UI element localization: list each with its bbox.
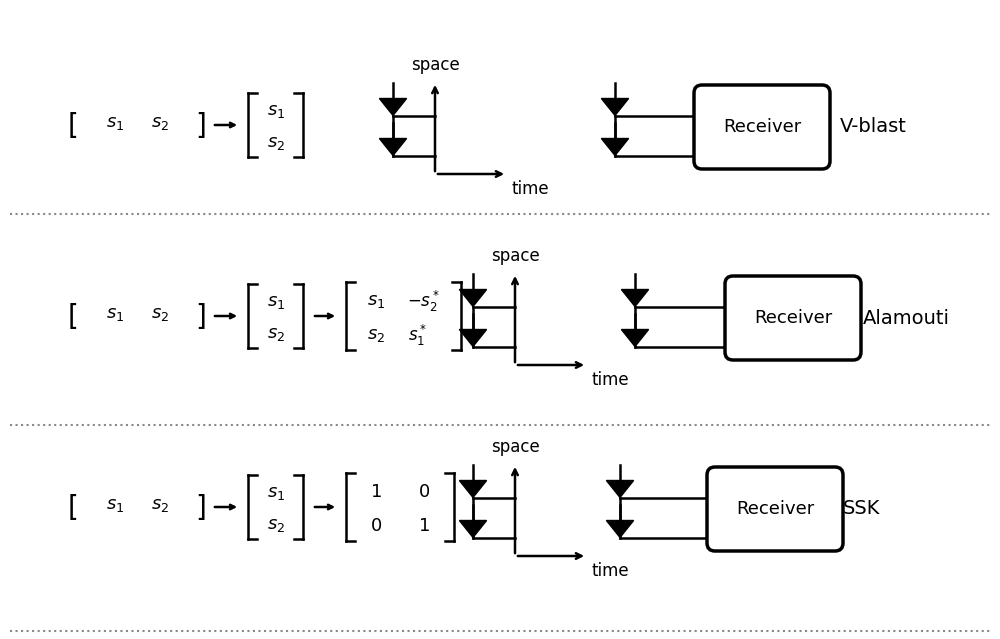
Text: Receiver: Receiver: [736, 500, 814, 518]
Text: $[$: $[$: [67, 110, 77, 140]
Text: $s_1$: $s_1$: [367, 292, 385, 310]
Polygon shape: [601, 98, 629, 116]
Polygon shape: [606, 521, 634, 537]
Text: $]$: $]$: [195, 301, 205, 331]
Text: $s_2$: $s_2$: [267, 516, 285, 534]
Text: space: space: [491, 247, 539, 265]
Text: Receiver: Receiver: [723, 118, 801, 136]
Text: $s_2$: $s_2$: [151, 496, 169, 514]
Text: $s_1$: $s_1$: [106, 496, 124, 514]
Polygon shape: [379, 98, 407, 116]
Text: $s_2$: $s_2$: [151, 305, 169, 323]
Polygon shape: [459, 289, 487, 307]
Text: time: time: [592, 562, 630, 580]
Polygon shape: [459, 481, 487, 498]
Text: $s_1$: $s_1$: [267, 102, 285, 120]
Text: V-blast: V-blast: [840, 118, 907, 137]
Text: $1$: $1$: [418, 517, 430, 535]
Text: Alamouti: Alamouti: [863, 309, 950, 328]
Text: time: time: [592, 371, 630, 389]
FancyBboxPatch shape: [725, 276, 861, 360]
Polygon shape: [621, 330, 649, 346]
Text: $s_2$: $s_2$: [367, 326, 385, 344]
Text: $[$: $[$: [67, 492, 77, 522]
Polygon shape: [606, 481, 634, 498]
FancyBboxPatch shape: [707, 467, 843, 551]
Text: $s_1$: $s_1$: [106, 305, 124, 323]
Text: $s_2$: $s_2$: [267, 325, 285, 343]
Text: $s_1$: $s_1$: [267, 293, 285, 311]
Text: $s_2$: $s_2$: [267, 134, 285, 152]
Text: space: space: [411, 56, 459, 74]
Text: $1$: $1$: [370, 483, 382, 501]
Polygon shape: [601, 139, 629, 155]
Text: $0$: $0$: [370, 517, 382, 535]
Text: $s_1$: $s_1$: [106, 114, 124, 132]
Text: $s_1^*$: $s_1^*$: [408, 323, 428, 348]
Text: $[$: $[$: [67, 301, 77, 331]
Text: $]$: $]$: [195, 110, 205, 140]
Text: SSK: SSK: [843, 500, 880, 518]
Text: $s_1$: $s_1$: [267, 484, 285, 502]
FancyBboxPatch shape: [694, 85, 830, 169]
Text: Receiver: Receiver: [754, 309, 832, 327]
Text: space: space: [491, 438, 539, 456]
Polygon shape: [621, 289, 649, 307]
Text: $s_2$: $s_2$: [151, 114, 169, 132]
Text: $0$: $0$: [418, 483, 430, 501]
Text: time: time: [512, 180, 550, 198]
Polygon shape: [379, 139, 407, 155]
Polygon shape: [459, 330, 487, 346]
Polygon shape: [459, 521, 487, 537]
Text: $]$: $]$: [195, 492, 205, 522]
Text: $-s_2^*$: $-s_2^*$: [407, 288, 441, 314]
